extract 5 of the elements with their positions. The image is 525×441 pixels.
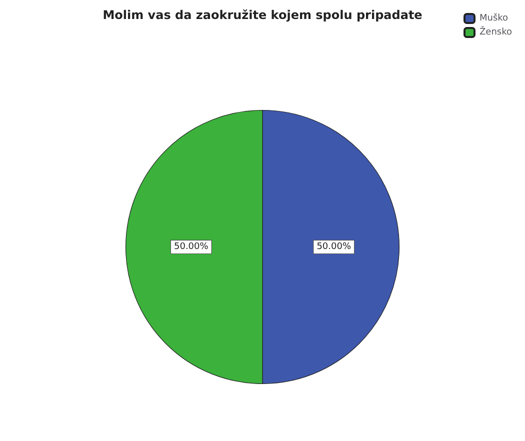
data-label: 50.00%	[316, 242, 352, 252]
legend-label: Žensko	[480, 26, 512, 38]
legend-label: Muško	[480, 12, 509, 24]
data-label: 50.00%	[174, 242, 209, 252]
chart-title: Molim vas da zaokružite kojem spolu pripadate	[102, 8, 422, 22]
